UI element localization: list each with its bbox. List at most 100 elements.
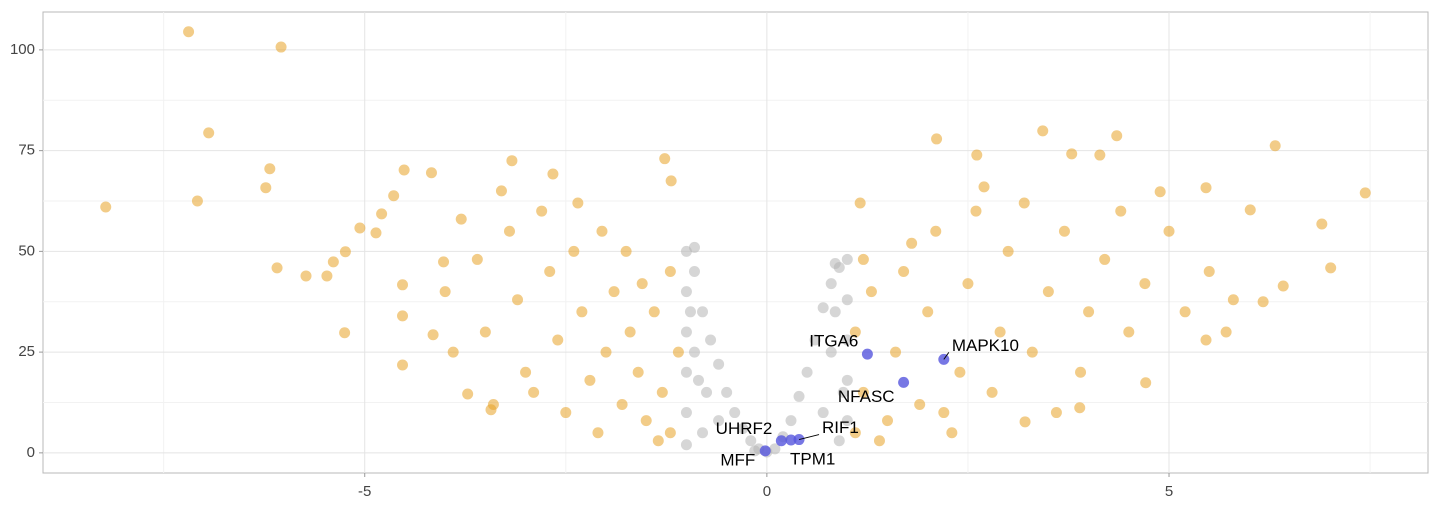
point (817, 302, 829, 314)
point (620, 245, 632, 257)
point (841, 415, 853, 427)
point (841, 334, 853, 346)
point (397, 279, 409, 291)
highlight-point (759, 445, 771, 457)
point-label: NFASC (838, 387, 895, 406)
point (938, 407, 950, 419)
point (339, 246, 351, 258)
point (829, 257, 841, 269)
point (506, 155, 518, 167)
point (978, 181, 990, 193)
highlight-point (861, 348, 873, 360)
point (1139, 278, 1151, 290)
y-tick-label: 25 (18, 343, 35, 360)
plot-panel (42, 11, 1429, 474)
y-tick-label: 75 (18, 142, 35, 159)
point (264, 163, 276, 175)
point (596, 225, 608, 237)
point (749, 445, 761, 457)
point (1220, 326, 1232, 338)
point (512, 294, 524, 306)
point (1325, 262, 1337, 274)
point (1018, 197, 1030, 209)
point (398, 164, 410, 176)
point (487, 398, 499, 410)
point-label: TPM1 (790, 449, 835, 468)
point (1066, 148, 1078, 160)
point (688, 266, 700, 278)
point (854, 197, 866, 209)
point (922, 306, 934, 318)
point (568, 245, 580, 257)
point (659, 153, 671, 165)
point (1200, 334, 1212, 346)
point (544, 266, 556, 278)
point (1140, 377, 1152, 389)
point (680, 286, 692, 298)
point (636, 278, 648, 290)
point (397, 359, 409, 371)
point (801, 366, 813, 378)
point (552, 334, 564, 346)
grid (39, 12, 1428, 477)
point (914, 398, 926, 410)
point (1123, 326, 1135, 338)
point (1111, 130, 1123, 142)
point (873, 435, 885, 447)
point (260, 182, 272, 194)
point (986, 386, 998, 398)
point (536, 205, 548, 217)
point (572, 197, 584, 209)
point (930, 225, 942, 237)
point (1163, 225, 1175, 237)
point (1316, 218, 1328, 230)
point (684, 306, 696, 318)
point (495, 185, 507, 197)
point (576, 306, 588, 318)
point (745, 435, 757, 447)
point (1083, 306, 1095, 318)
point (737, 423, 749, 435)
point (931, 133, 943, 145)
point (688, 241, 700, 253)
y-tick-label: 50 (18, 242, 35, 259)
point (300, 270, 312, 282)
point (560, 407, 572, 419)
point (664, 266, 676, 278)
point (652, 435, 664, 447)
point (837, 386, 849, 398)
point (697, 427, 709, 439)
point (447, 346, 459, 358)
point (1359, 187, 1371, 199)
point (817, 407, 829, 419)
point (1074, 402, 1086, 414)
point (1037, 125, 1049, 137)
point (191, 195, 203, 207)
point-labels: MFF UHRF2 TPM1 RIF1 ITGA6 NFASC MAPK10 (716, 332, 1019, 470)
point (1179, 306, 1191, 318)
point (809, 334, 821, 346)
point (1227, 294, 1239, 306)
highlight-point (785, 434, 797, 446)
point (697, 306, 709, 318)
x-tick-label: -5 (358, 483, 371, 500)
point (962, 278, 974, 290)
point (906, 237, 918, 249)
point (946, 427, 958, 439)
point (825, 278, 837, 290)
point (680, 366, 692, 378)
point (865, 286, 877, 298)
point (1058, 225, 1070, 237)
point (528, 386, 540, 398)
point (503, 225, 515, 237)
point (785, 415, 797, 427)
point (680, 439, 692, 451)
leader-line (798, 434, 820, 441)
point (327, 256, 339, 268)
point (100, 201, 112, 213)
point-label: MAPK10 (952, 336, 1019, 355)
point (701, 386, 713, 398)
point (632, 366, 644, 378)
point (1050, 407, 1062, 419)
point (1094, 149, 1106, 161)
